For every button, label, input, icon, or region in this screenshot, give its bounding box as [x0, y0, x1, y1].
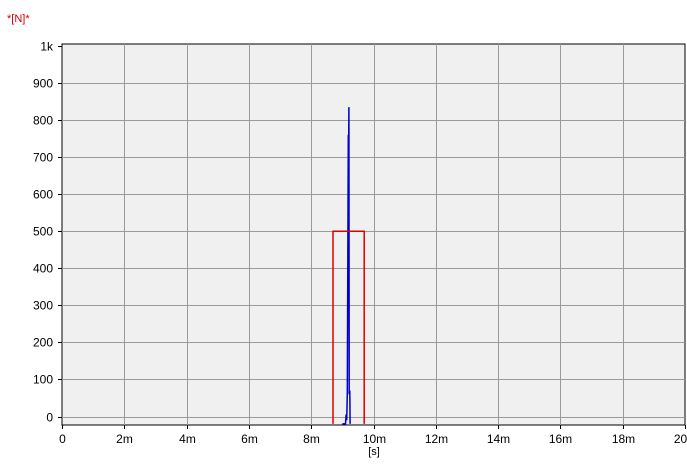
y-tick-label: 300 [33, 299, 53, 313]
y-tick-label: 0 [46, 411, 53, 425]
y-tick-label: 1k [40, 40, 54, 54]
plot-area [61, 43, 686, 426]
x-tick-label: 18m [612, 432, 635, 446]
x-tick-label: 12m [425, 432, 448, 446]
x-tick-label: 0 [59, 432, 66, 446]
x-tick-label: 4m [179, 432, 196, 446]
series-line-1 [342, 107, 351, 425]
y-tick-label: 800 [33, 114, 53, 128]
y-tick-label: 900 [33, 77, 53, 91]
x-tick-label: 6m [241, 432, 258, 446]
y-tick-label: 500 [33, 225, 53, 239]
x-tick-label: 2m [116, 432, 133, 446]
grid-lines [62, 44, 685, 425]
x-tick-label: 14m [487, 432, 510, 446]
x-axis-label: [s] [368, 446, 380, 458]
x-tick-label: 16m [549, 432, 572, 446]
x-tick-label: 10m [363, 432, 386, 446]
x-axis: 0 2m 4m 6m 8m 10m 12m 14m 16m 18m 20m [59, 425, 687, 446]
series-line-2 [332, 230, 365, 424]
series-layer [332, 107, 365, 425]
y-tick-label: 100 [33, 373, 53, 387]
y-axis: 0 100 200 300 400 500 600 700 800 900 1k [33, 40, 62, 425]
y-tick-label: 400 [33, 262, 53, 276]
y-tick-label: 200 [33, 336, 53, 350]
x-tick-label: 20m [674, 432, 687, 446]
y-tick-label: 700 [33, 151, 53, 165]
y-tick-label: 600 [33, 188, 53, 202]
unit-label: *[N]* [7, 13, 30, 25]
x-tick-label: 8m [303, 432, 320, 446]
